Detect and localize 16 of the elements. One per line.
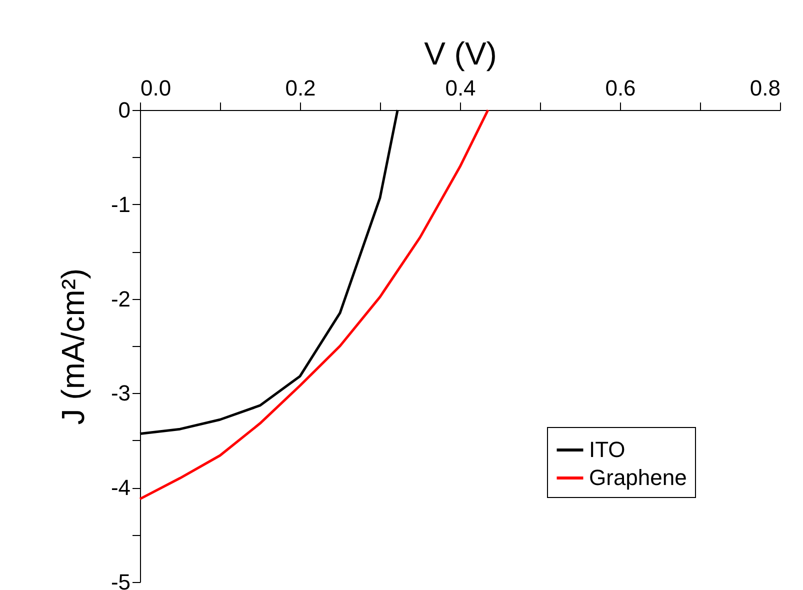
y-axis-title: J (mA/cm²) bbox=[54, 268, 91, 425]
y-tick-label: -4 bbox=[110, 475, 130, 500]
x-tick-label: 0.4 bbox=[445, 76, 476, 100]
y-tick-label: -1 bbox=[110, 192, 130, 217]
legend-label: ITO bbox=[589, 437, 626, 462]
line-series bbox=[138, 108, 490, 500]
x-tick-label: 0.6 bbox=[605, 76, 636, 100]
x-tick-label: 0.8 bbox=[750, 76, 780, 100]
x-tick-label: 0.2 bbox=[285, 76, 316, 100]
y-tick-label: -3 bbox=[110, 380, 130, 406]
x-tick-label: 0.0 bbox=[140, 76, 172, 100]
x-axis-title: V (V) bbox=[424, 36, 497, 72]
y-tick-label: -2 bbox=[110, 286, 130, 312]
y-tick-label: 0 bbox=[118, 98, 130, 122]
y-tick-label: -5 bbox=[110, 570, 130, 590]
legend-label: Graphene bbox=[589, 465, 687, 490]
